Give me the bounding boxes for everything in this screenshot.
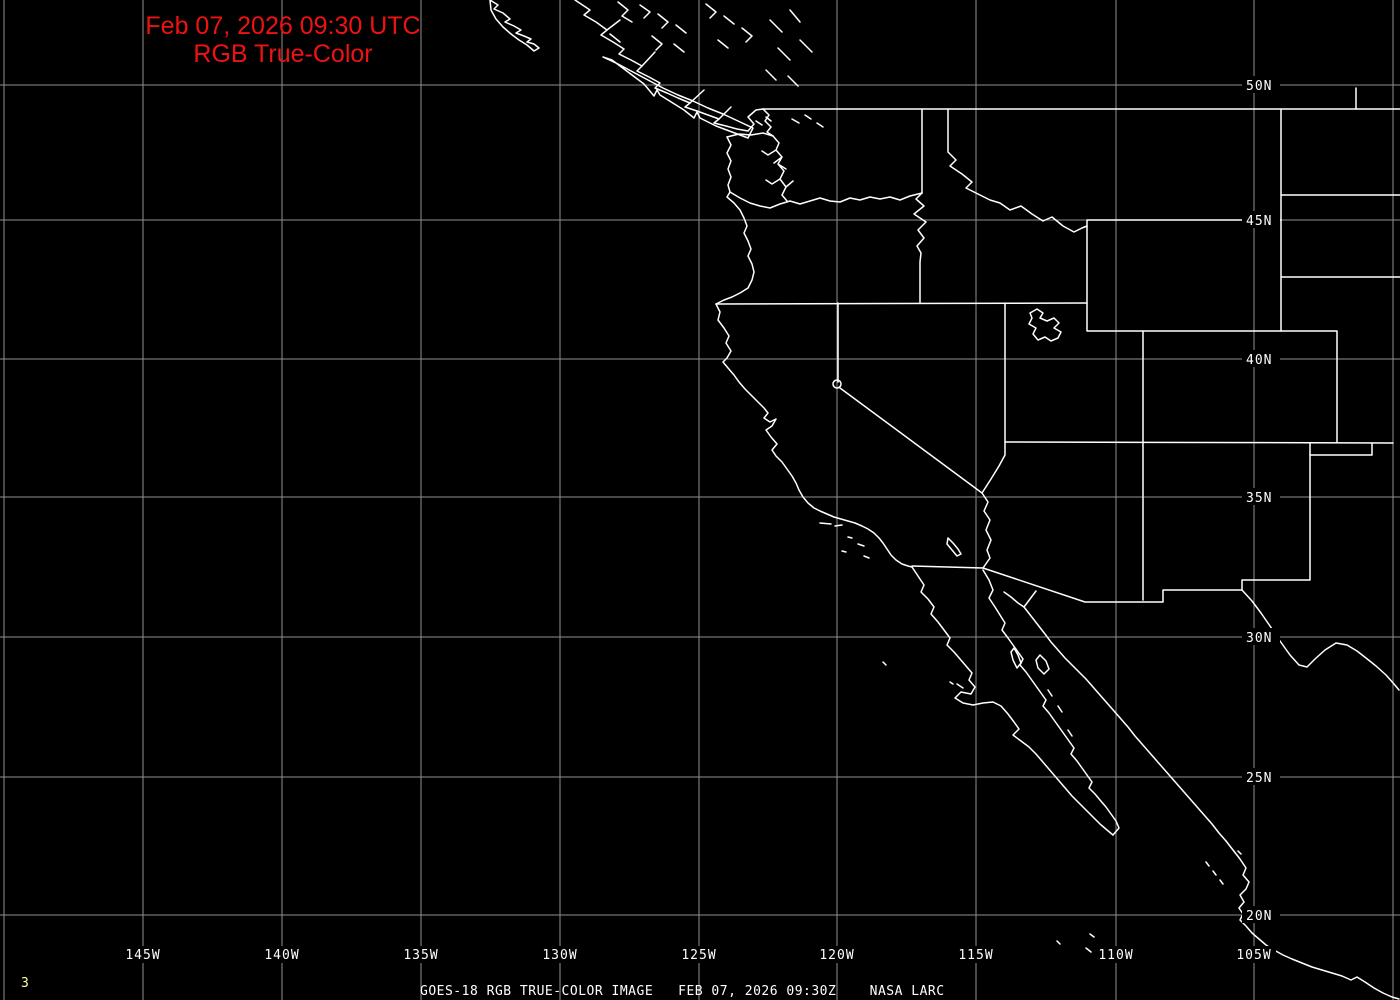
id-mt-border [947, 108, 1088, 233]
lat-label-25N: 25N [1246, 771, 1272, 786]
mexico-south-coast [1225, 840, 1400, 1000]
lon-label-bg [815, 946, 859, 963]
lon-label-120W: 120W [819, 948, 854, 963]
or-coast [715, 191, 755, 305]
ca-coast [715, 303, 913, 568]
lat-label-45N: 45N [1246, 214, 1272, 229]
bc-fjords [606, 19, 732, 120]
puget-sound [761, 135, 794, 202]
lat-label-50N: 50N [1246, 79, 1272, 94]
wy-co-borders [1086, 219, 1338, 443]
rio-grande [1241, 589, 1400, 691]
lon-label-115W: 115W [958, 948, 993, 963]
boundary-bay-coast [762, 108, 774, 137]
lon-label-bg [954, 946, 998, 963]
lake-tahoe [832, 379, 842, 389]
lon-label-bg [260, 946, 304, 963]
border-37n [1004, 441, 1394, 444]
ca-nv-border [837, 302, 983, 494]
lat-label-40N: 40N [1246, 353, 1272, 368]
lon-label-bg [121, 946, 165, 963]
puget-islands [755, 114, 824, 128]
bc-islands [609, 1, 813, 87]
wa-or-border-columbia [729, 191, 923, 209]
lat-label-bg [1242, 76, 1280, 93]
lat-label-bg [1242, 906, 1280, 923]
lat-label-bg [1242, 488, 1280, 505]
gulf-islands [1010, 647, 1073, 737]
colorado-river-ca-az [981, 492, 992, 569]
lat-label-30N: 30N [1246, 631, 1272, 646]
ok-tx-panhandle [1309, 442, 1373, 456]
baja-east-coast [982, 569, 1120, 836]
salton-sea [946, 537, 962, 557]
lon-label-110W: 110W [1098, 948, 1133, 963]
timestamp-title: Feb 07, 2026 09:30 UTC [145, 12, 421, 40]
title-block: Feb 07, 2026 09:30 UTC RGB True-Color [0, 12, 566, 68]
lon-label-bg [399, 946, 443, 963]
id-or-border-snake [913, 192, 927, 304]
nv-ut-az-borders [981, 302, 1006, 494]
lat-label-20N: 20N [1246, 909, 1272, 924]
lon-label-140W: 140W [264, 948, 299, 963]
lon-label-125W: 125W [681, 948, 716, 963]
lon-label-135W: 135W [403, 948, 438, 963]
vancouver-island [602, 56, 754, 139]
us-mexico-border [911, 565, 1243, 603]
frame-number: 3 [21, 976, 30, 991]
lon-label-130W: 130W [542, 948, 577, 963]
colorado-delta [1003, 590, 1037, 608]
lat-label-bg [1242, 628, 1280, 645]
lon-label-bg [1232, 946, 1276, 963]
pacific-islands [882, 661, 1242, 953]
coastline-borders-overlay [489, 0, 1400, 1000]
graticule-labels: 145W 140W 135W 130W 125W 120W 115W 110W 105W 50N 4… [121, 76, 1280, 963]
lat-label-bg [1242, 350, 1280, 367]
lat-label-bg [1242, 211, 1280, 228]
lon-label-bg [1094, 946, 1138, 963]
image-caption: GOES-18 RGB TRUE-COLOR IMAGE FEB 07, 202… [420, 984, 945, 999]
lon-label-105W: 105W [1236, 948, 1271, 963]
lat-label-bg [1242, 768, 1280, 785]
wa-outer-coast [726, 136, 732, 193]
nm-tx-border [1241, 442, 1311, 591]
haida-gwaii [489, 0, 540, 52]
strait-juan-de-fuca-coast [726, 132, 774, 138]
mt-dakota-borders [1280, 87, 1400, 332]
lon-label-bg [677, 946, 721, 963]
bc-mainland-coast [574, 0, 764, 132]
lat-label-35N: 35N [1246, 491, 1272, 506]
baja-west-coast [911, 566, 1114, 836]
great-salt-lake [1028, 308, 1062, 342]
border-42n [715, 302, 1088, 305]
product-title: RGB True-Color [193, 40, 373, 68]
lon-label-145W: 145W [125, 948, 160, 963]
lon-label-bg [538, 946, 582, 963]
sonora-sinaloa-coast [1023, 606, 1227, 842]
channel-islands [819, 522, 870, 559]
